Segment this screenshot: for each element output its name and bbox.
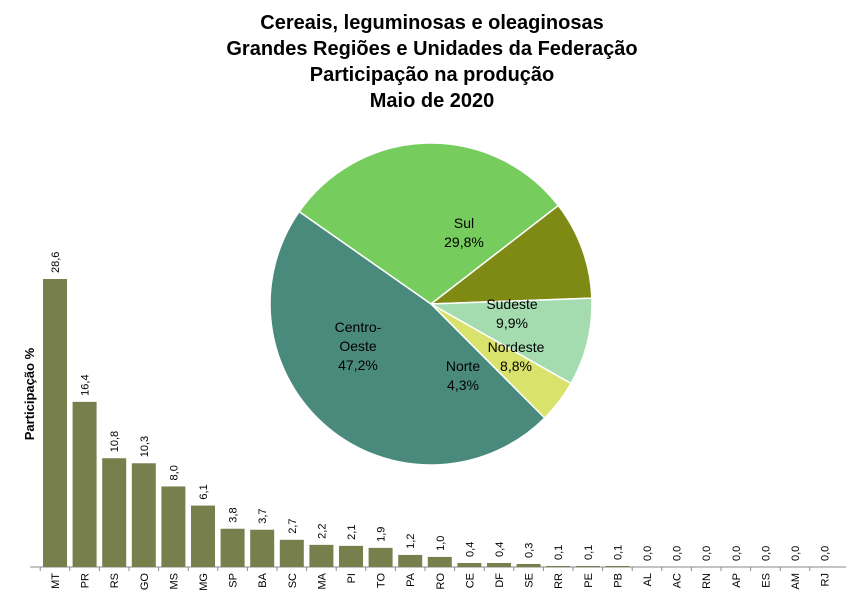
data-label-RR: 0,1 <box>553 545 565 560</box>
data-label-CE: 0,4 <box>464 542 476 557</box>
pie-label-norte: Norte 4,3% <box>446 358 480 393</box>
bar-SC <box>279 539 304 567</box>
data-label-AC: 0,0 <box>672 546 684 561</box>
bar-MS <box>161 486 186 567</box>
bar-MT <box>43 279 67 567</box>
x-tick-label-RN: RN <box>701 573 713 589</box>
bar-MG <box>191 505 215 567</box>
pie-label-nordeste: Nordeste 8,8% <box>488 339 545 374</box>
x-tick-label-MT: MT <box>50 573 62 589</box>
data-label-PB: 0,1 <box>612 545 624 560</box>
pie-label-centro_oeste: Centro-Oeste 47,2% <box>335 319 382 373</box>
data-label-MG: 6,1 <box>198 484 210 499</box>
x-tick-label-ES: ES <box>760 573 772 588</box>
bar-SP <box>220 528 245 567</box>
data-label-DF: 0,4 <box>494 542 506 557</box>
data-label-RS: 10,8 <box>109 431 121 452</box>
data-label-TO: 1,9 <box>376 527 388 542</box>
bar-chart: Participação % 28,6 MT 16,4 PR 10,8 RS 10,3 GO 8… <box>22 252 846 591</box>
x-tick-label-MS: MS <box>168 573 180 590</box>
bar-CE <box>457 562 482 567</box>
bar-TO <box>368 547 393 567</box>
pie-label-sudeste: Sudeste 9,9% <box>486 296 538 331</box>
bar-RS <box>102 458 127 567</box>
data-label-MA: 2,2 <box>316 524 328 539</box>
x-tick-label-MG: MG <box>198 573 210 591</box>
bar-PB <box>605 565 630 567</box>
pie-label-sul: Sul 29,8% <box>444 215 484 250</box>
data-label-BA: 3,7 <box>257 508 269 523</box>
x-tick-label-CE: CE <box>464 573 476 588</box>
pie-slice-sudeste <box>428 204 593 305</box>
bar-RR <box>546 565 571 567</box>
data-label-ES: 0,0 <box>760 546 772 561</box>
x-tick-label-PA: PA <box>405 572 417 587</box>
data-label-MS: 8,0 <box>168 465 180 480</box>
x-tick-label-RJ: RJ <box>820 573 832 586</box>
data-label-RN: 0,0 <box>701 546 713 561</box>
x-tick-label-AL: AL <box>642 573 654 586</box>
bar-MA <box>309 544 334 567</box>
pie-slice-nordeste <box>428 297 593 385</box>
pie-slice-sul <box>298 142 560 305</box>
x-tick-label-SP: SP <box>228 573 240 588</box>
data-label-PR: 16,4 <box>80 374 92 395</box>
x-tick-label-RS: RS <box>109 573 121 588</box>
x-tick-label-RR: RR <box>553 573 565 589</box>
chart-title: Cereais, leguminosas e oleaginosas Grand… <box>0 10 864 114</box>
data-label-AM: 0,0 <box>790 546 802 561</box>
bar-RO <box>427 556 452 567</box>
x-tick-label-SC: SC <box>287 573 299 588</box>
x-tick-label-PR: PR <box>80 573 92 588</box>
data-label-SP: 3,8 <box>228 507 240 522</box>
bar-SE <box>516 563 541 567</box>
x-tick-label-TO: TO <box>376 573 388 589</box>
bar-PE <box>575 565 600 567</box>
x-tick-label-DF: DF <box>494 573 506 588</box>
x-tick-label-RO: RO <box>435 573 447 590</box>
title-line-2: Grandes Regiões e Unidades da Federação <box>226 38 638 60</box>
x-tick-label-AM: AM <box>790 573 802 590</box>
data-label-RJ: 0,0 <box>820 546 832 561</box>
data-label-GO: 10,3 <box>139 436 151 457</box>
bar-PA <box>398 554 423 567</box>
pie-chart: Sul 29,8% Sudeste 9,9% Nordeste 8,8%Norte 4,3%… <box>269 142 593 466</box>
data-label-AL: 0,0 <box>642 546 654 561</box>
x-tick-label-AP: AP <box>731 573 743 588</box>
pie-slice-centro_oeste <box>269 210 546 466</box>
x-tick-label-PI: PI <box>346 573 358 583</box>
bar-PR <box>72 401 97 567</box>
data-label-SE: 0,3 <box>524 543 536 558</box>
data-label-AP: 0,0 <box>731 546 743 561</box>
title-line-3: Participação na produção <box>309 64 555 86</box>
x-tick-label-AC: AC <box>672 573 684 588</box>
data-label-PA: 1,2 <box>405 534 417 549</box>
y-axis-label: Participação % <box>22 347 37 440</box>
data-label-RO: 1,0 <box>435 536 447 551</box>
data-label-PE: 0,1 <box>583 545 595 560</box>
bar-PI <box>339 545 363 567</box>
x-tick-label-GO: GO <box>139 573 151 591</box>
data-label-MT: 28,6 <box>50 252 62 273</box>
title-line-1: Cereais, leguminosas e oleaginosas <box>260 12 604 34</box>
x-tick-label-MA: MA <box>316 572 328 589</box>
x-tick-label-SE: SE <box>524 573 536 588</box>
bar-GO <box>131 463 156 567</box>
data-label-PI: 2,1 <box>346 525 358 540</box>
x-tick-label-PB: PB <box>612 573 624 588</box>
title-line-4: Maio de 2020 <box>369 90 495 112</box>
x-tick-label-PE: PE <box>583 573 595 588</box>
bar-DF <box>487 562 511 567</box>
x-tick-label-BA: BA <box>257 572 269 587</box>
bar-BA <box>250 529 275 567</box>
data-label-SC: 2,7 <box>287 519 299 534</box>
